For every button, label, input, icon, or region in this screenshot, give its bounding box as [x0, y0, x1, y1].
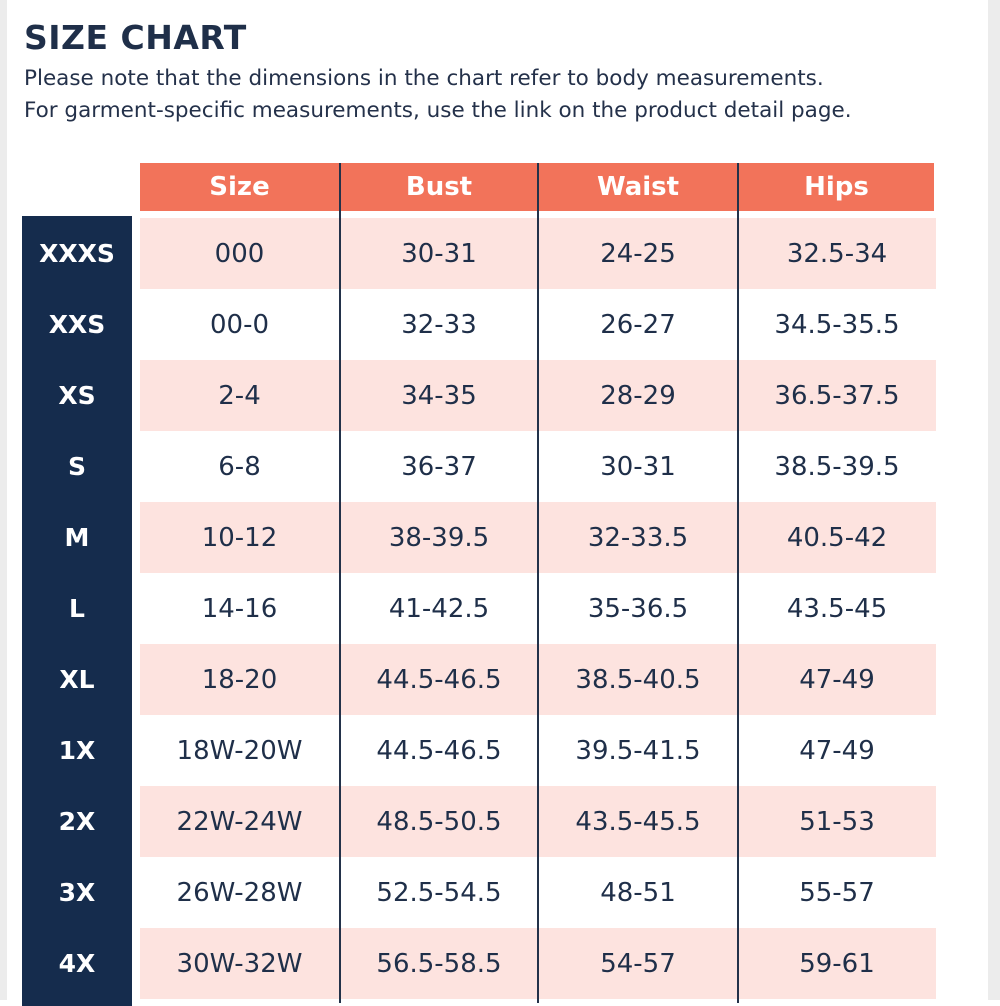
bust-cell: 30-31 — [401, 238, 477, 269]
size-cell: 2-4 — [218, 380, 261, 411]
hips-cell: 36.5-37.5 — [774, 380, 900, 411]
waist-cell: 28-29 — [600, 380, 676, 411]
waist-cell: 39.5-41.5 — [575, 735, 701, 766]
hips-cell: 32.5-34 — [786, 238, 888, 269]
waist-cell: 32-33.5 — [587, 522, 689, 553]
size-label-column — [22, 216, 132, 1006]
column-divider — [537, 163, 539, 1003]
table-row: 4X 30W-32W 56.5-58.5 54-57 59-61 — [22, 928, 936, 999]
bust-cell: 48.5-50.5 — [376, 806, 502, 837]
size-label: XXS — [48, 310, 106, 339]
header-waist: Waist — [539, 163, 737, 211]
table-row: M 10-12 38-39.5 32-33.5 40.5-42 — [22, 502, 936, 573]
column-divider — [737, 163, 739, 1003]
hips-cell: 47-49 — [799, 735, 875, 766]
waist-cell: 30-31 — [600, 451, 676, 482]
waist-cell: 24-25 — [600, 238, 676, 269]
hips-cell: 40.5-42 — [786, 522, 888, 553]
table-row: XL 18-20 44.5-46.5 38.5-40.5 47-49 — [22, 644, 936, 715]
waist-cell: 35-36.5 — [587, 593, 689, 624]
waist-cell: 43.5-45.5 — [575, 806, 701, 837]
header-hips: Hips — [739, 163, 934, 211]
left-edge — [0, 0, 7, 1000]
size-label: 4X — [58, 949, 96, 978]
size-cell: 18-20 — [201, 664, 278, 695]
right-edge — [988, 0, 1000, 1000]
size-cell: 18W-20W — [176, 735, 303, 766]
size-cell: 14-16 — [201, 593, 278, 624]
table-row: S 6-8 36-37 30-31 38.5-39.5 — [22, 431, 936, 502]
size-label: M — [64, 523, 90, 552]
bust-cell: 36-37 — [401, 451, 477, 482]
column-divider — [339, 163, 341, 1003]
subtitle-line-1: Please note that the dimensions in the c… — [24, 66, 824, 91]
bust-cell: 44.5-46.5 — [376, 664, 502, 695]
table-row: XS 2-4 34-35 28-29 36.5-37.5 — [22, 360, 936, 431]
table-row: XXS 00-0 32-33 26-27 34.5-35.5 — [22, 289, 936, 360]
waist-cell: 48-51 — [600, 877, 676, 908]
subtitle-line-2: For garment-specific measurements, use t… — [24, 98, 852, 123]
bust-cell: 52.5-54.5 — [376, 877, 502, 908]
hips-cell: 55-57 — [799, 877, 875, 908]
size-cell: 30W-32W — [176, 948, 303, 979]
size-cell: 00-0 — [209, 309, 269, 340]
hips-cell: 59-61 — [799, 948, 875, 979]
size-label: 2X — [58, 807, 96, 836]
bust-cell: 41-42.5 — [388, 593, 490, 624]
size-cell: 26W-28W — [176, 877, 303, 908]
size-label: XL — [59, 665, 95, 694]
size-cell: 22W-24W — [176, 806, 303, 837]
hips-cell: 51-53 — [799, 806, 875, 837]
hips-cell: 38.5-39.5 — [774, 451, 900, 482]
waist-cell: 26-27 — [600, 309, 676, 340]
size-label: S — [67, 452, 86, 481]
waist-cell: 38.5-40.5 — [575, 664, 701, 695]
bust-cell: 38-39.5 — [388, 522, 490, 553]
waist-cell: 54-57 — [600, 948, 676, 979]
hips-cell: 47-49 — [799, 664, 875, 695]
table-row: 1X 18W-20W 44.5-46.5 39.5-41.5 47-49 — [22, 715, 936, 786]
bust-cell: 56.5-58.5 — [376, 948, 502, 979]
size-cell: 10-12 — [201, 522, 278, 553]
table-row: XXXS 000 30-31 24-25 32.5-34 — [22, 218, 936, 289]
page-title: SIZE CHART — [24, 18, 247, 57]
size-label: L — [69, 594, 85, 623]
table-row: L 14-16 41-42.5 35-36.5 43.5-45 — [22, 573, 936, 644]
size-label: XXXS — [39, 239, 115, 268]
bust-cell: 34-35 — [401, 380, 477, 411]
bust-cell: 32-33 — [401, 309, 477, 340]
size-cell: 000 — [214, 238, 265, 269]
header-size: Size — [140, 163, 339, 211]
table-row: 3X 26W-28W 52.5-54.5 48-51 55-57 — [22, 857, 936, 928]
header-bust: Bust — [341, 163, 537, 211]
size-cell: 6-8 — [218, 451, 261, 482]
bust-cell: 44.5-46.5 — [376, 735, 502, 766]
table-row: 2X 22W-24W 48.5-50.5 43.5-45.5 51-53 — [22, 786, 936, 857]
hips-cell: 34.5-35.5 — [774, 309, 900, 340]
hips-cell: 43.5-45 — [786, 593, 888, 624]
size-label: 1X — [58, 736, 96, 765]
size-label: XS — [58, 381, 96, 410]
subtitle: Please note that the dimensions in the c… — [24, 63, 852, 127]
size-label: 3X — [58, 878, 96, 907]
